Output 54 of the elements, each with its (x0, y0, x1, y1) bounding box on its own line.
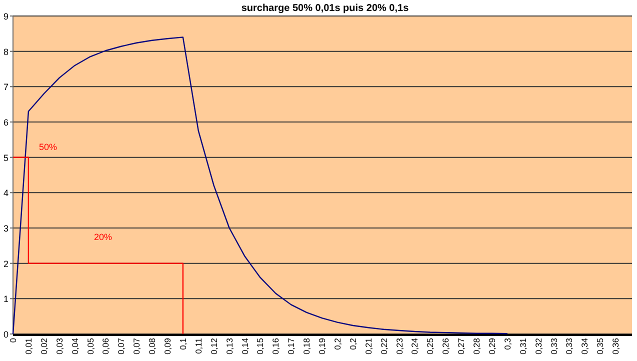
x-tick-label: 0,2 (332, 338, 342, 350)
annotation: 20% (94, 232, 112, 242)
x-tick-label: 0,05 (85, 338, 96, 355)
x-tick-label: 0,07 (132, 338, 142, 355)
x-tick-label: 0,18 (302, 338, 312, 355)
x-tick-label: 0,13 (224, 338, 234, 355)
x-tick-label: 0,08 (147, 338, 158, 355)
y-tick-label: 0 (3, 330, 9, 340)
x-tick-label: 0,25 (425, 338, 436, 355)
x-tick-label: 0,01 (23, 338, 34, 355)
x-tick-label: 0,02 (38, 338, 49, 355)
y-tick-label: 5 (3, 152, 9, 163)
x-tick-label: 0,07 (116, 338, 126, 355)
y-tick-label: 9 (3, 12, 9, 22)
x-tick-label: 0,33 (564, 338, 574, 355)
y-tick-label: 8 (3, 46, 9, 57)
y-tick-label: 1 (3, 294, 9, 304)
x-tick-label: 0,33 (548, 338, 559, 355)
chart-title: surcharge 50% 0,01s puis 20% 0,1s (241, 3, 410, 14)
y-tick-label: 6 (3, 118, 9, 128)
y-tick-label: 4 (3, 188, 9, 198)
y-tick-label: 7 (3, 82, 9, 92)
x-tick-label: 0,11 (193, 338, 204, 354)
y-tick-label: 2 (3, 258, 9, 269)
y-tick-label: 3 (3, 224, 9, 234)
x-tick-label: 0,36 (610, 338, 621, 355)
x-tick-label: 0,21 (363, 338, 374, 355)
x-tick-label: 0,26 (440, 338, 451, 355)
x-tick-label: 0,24 (410, 338, 420, 355)
x-tick-label: 0,1 (178, 338, 188, 350)
x-tick-label: 0,27 (456, 338, 466, 355)
x-tick-label: 0,09 (162, 338, 172, 355)
x-tick-label: 0 (8, 338, 18, 343)
x-tick-label: 0,14 (240, 338, 250, 355)
x-tick-label: 0,2 (348, 338, 358, 350)
x-tick-label: 0,17 (286, 338, 296, 355)
x-tick-label: 0,29 (486, 338, 497, 355)
annotation: 50% (38, 142, 58, 152)
x-tick-label: 0,32 (533, 338, 544, 355)
x-tick-label: 0,35 (595, 338, 606, 355)
line-series (12, 36, 508, 335)
x-tick-label: 0,04 (70, 338, 80, 355)
x-tick-label: 0,34 (580, 338, 590, 355)
x-tick-label: 0,22 (378, 338, 389, 355)
x-tick-label: 0,23 (394, 338, 404, 355)
x-tick-label: 0,06 (100, 338, 111, 355)
x-tick-label: 0,16 (270, 338, 281, 355)
x-tick-label: 0,31 (518, 338, 528, 355)
x-tick-label: 0,03 (54, 338, 64, 355)
x-tick-label: 0,3 (502, 338, 512, 350)
x-tick-label: 0,15 (255, 338, 266, 355)
x-tick-label: 0,28 (472, 338, 482, 355)
x-tick-label: 0,19 (317, 338, 327, 355)
x-tick-label: 0,12 (208, 338, 219, 355)
